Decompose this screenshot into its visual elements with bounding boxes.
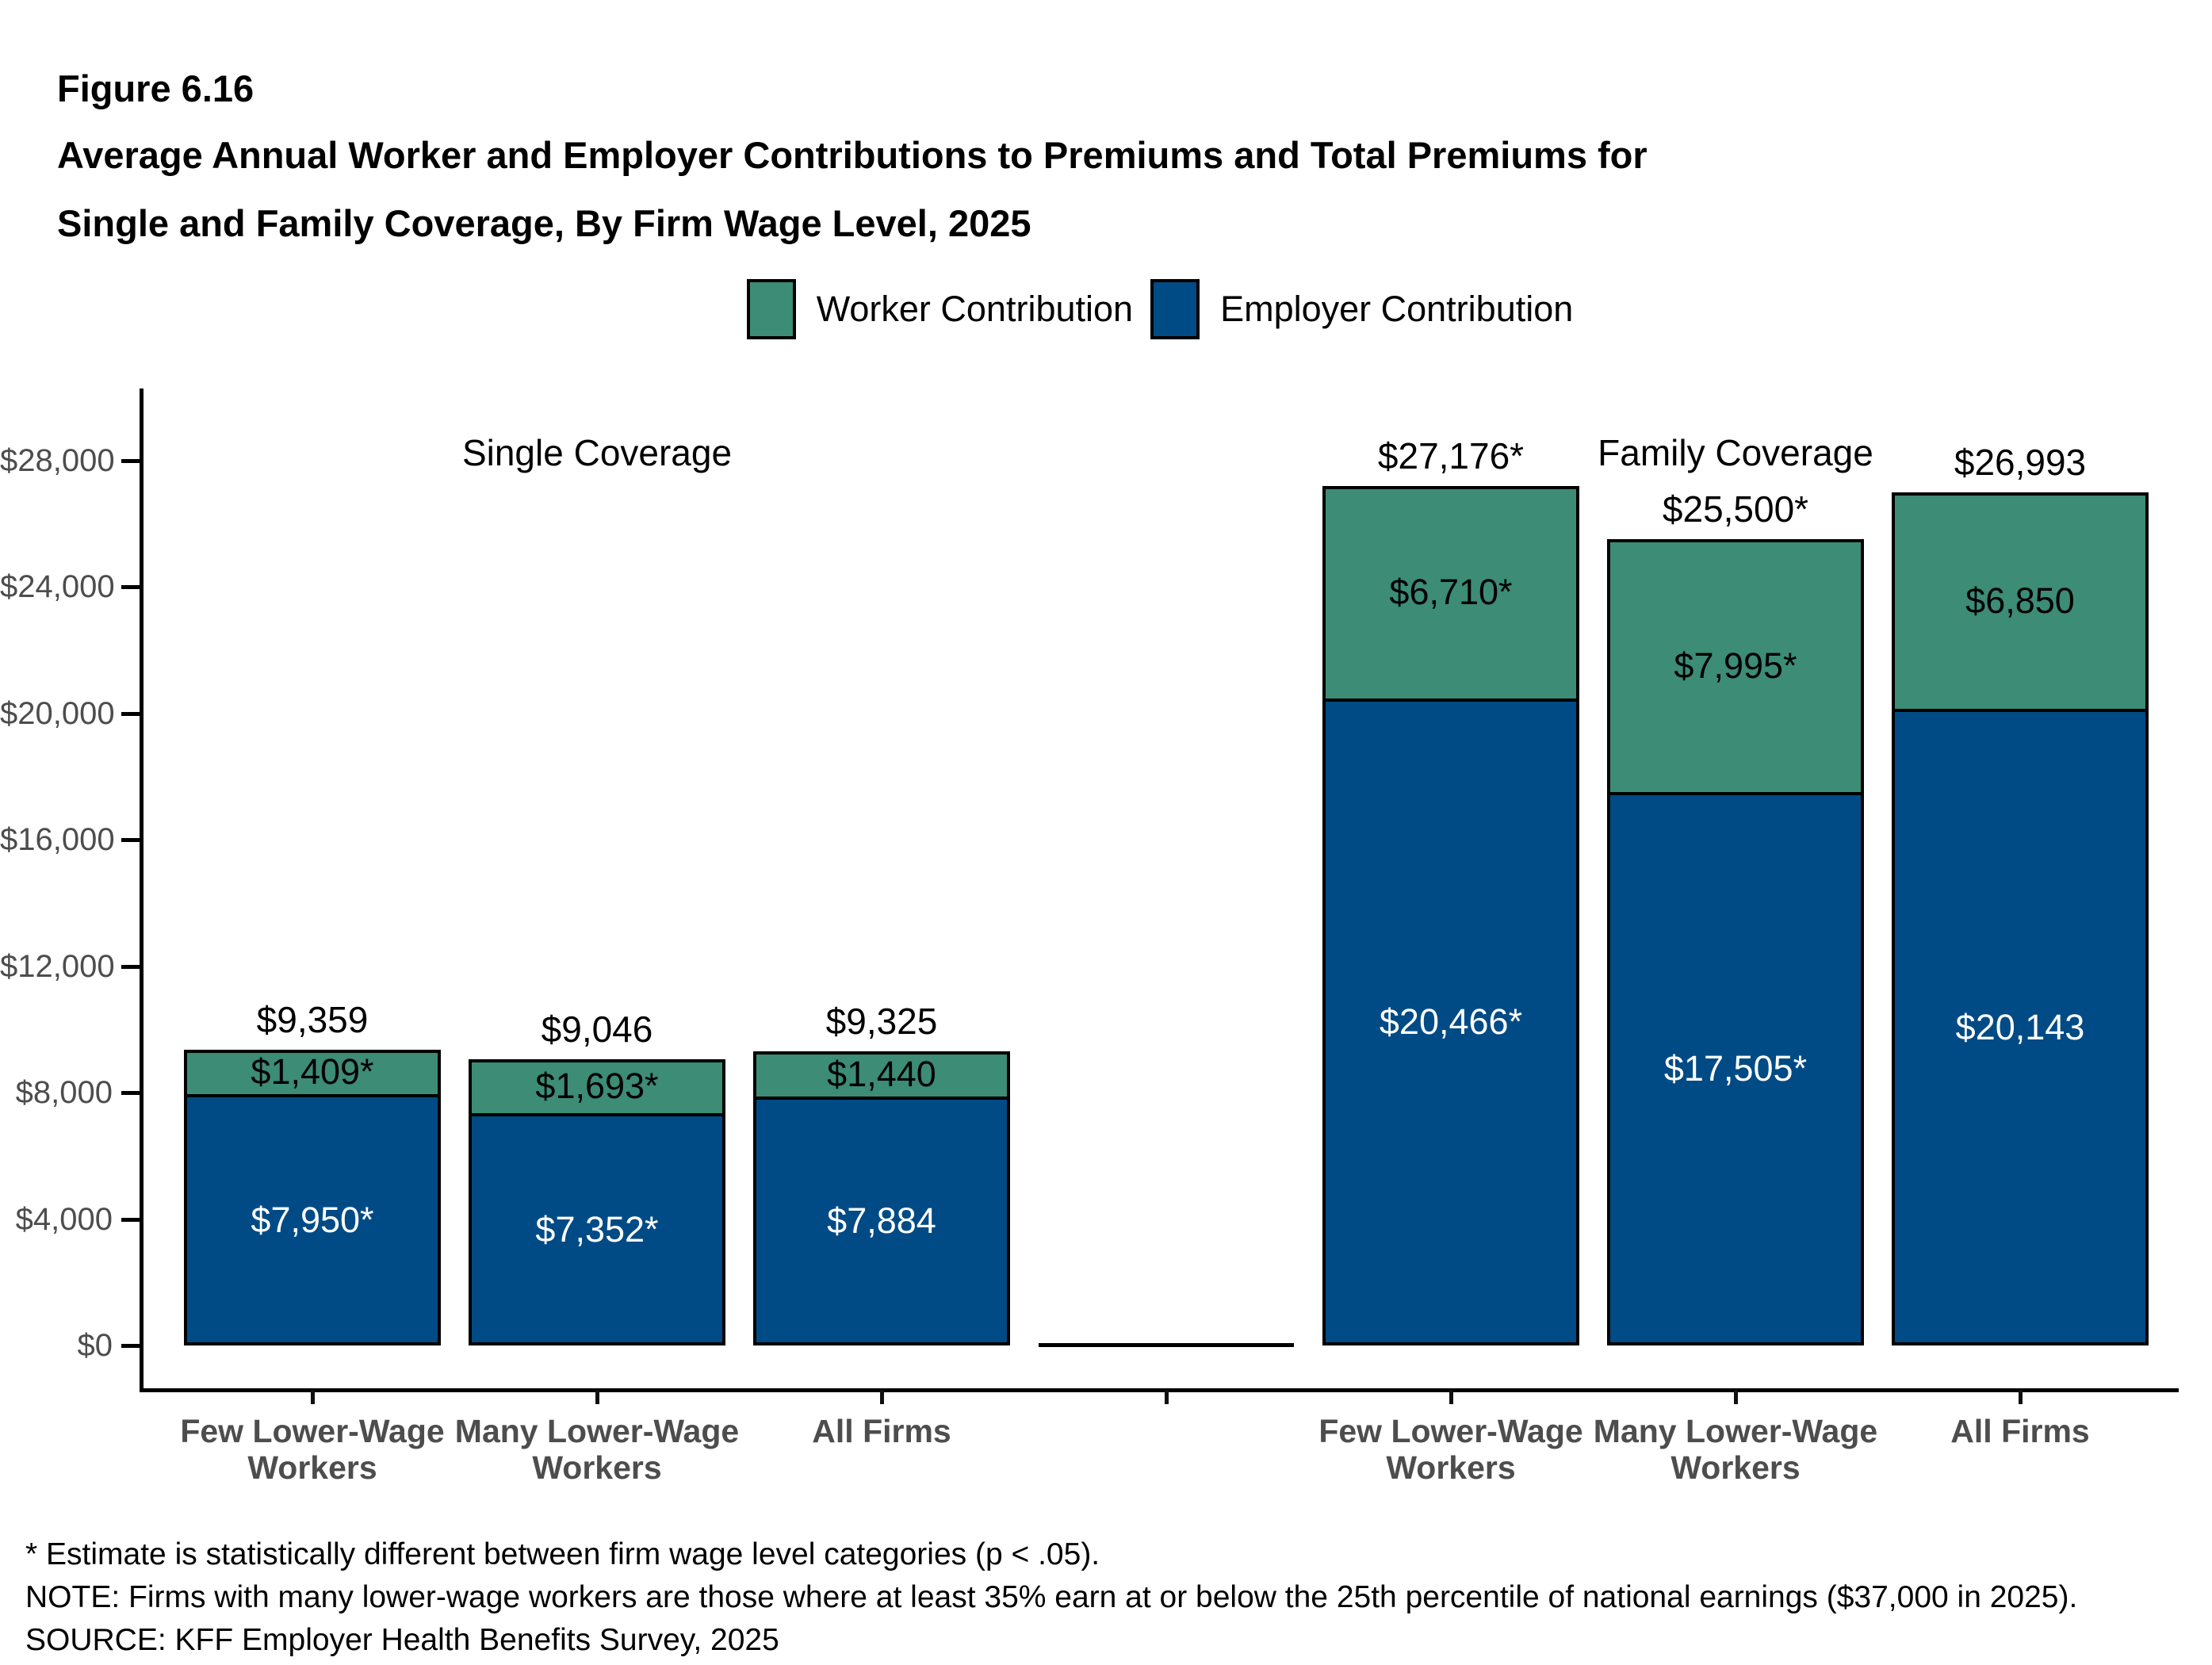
employer-contribution-swatch — [1150, 279, 1200, 339]
employer-value-label: $7,352* — [535, 1208, 659, 1250]
x-category-label-line: Few Lower-Wage — [180, 1413, 445, 1449]
x-category-label-line: Workers — [532, 1449, 662, 1486]
legend-item-worker: Worker Contribution — [746, 279, 1134, 339]
y-tick — [121, 838, 141, 842]
stacked-bar — [184, 1050, 441, 1345]
legend-label-worker: Worker Contribution — [816, 289, 1134, 329]
bar-total-label: $25,500* — [1662, 488, 1809, 530]
worker-value-label: $7,995* — [1674, 645, 1797, 686]
x-category-label: Many Lower-Wage Workers — [1594, 1413, 1877, 1486]
y-tick — [121, 1218, 141, 1222]
footnote-note: NOTE: Firms with many lower-wage workers… — [25, 1580, 2078, 1614]
x-category-label-line: Many Lower-Wage — [454, 1413, 740, 1449]
y-tick-label: $24,000 — [0, 569, 115, 604]
y-tick — [121, 712, 141, 716]
stacked-bar — [1322, 486, 1579, 1345]
worker-value-label: $1,693* — [535, 1066, 659, 1106]
worker-segment — [1326, 489, 1576, 702]
stacked-bar — [1607, 539, 1864, 1345]
chart-title-line-2: Single and Family Coverage, By Firm Wage… — [57, 202, 1031, 244]
x-category-label: Few Lower-Wage Workers — [180, 1413, 444, 1486]
footnote-asterisk: * Estimate is statistically different be… — [25, 1537, 1100, 1571]
x-tick — [880, 1390, 884, 1404]
employer-value-label: $20,143 — [1955, 1006, 2085, 1047]
x-category-label: All Firms — [812, 1413, 951, 1449]
x-tick — [1449, 1390, 1453, 1404]
y-tick — [121, 965, 141, 969]
x-category-label: Many Lower-Wage Workers — [455, 1413, 739, 1486]
y-tick — [121, 1344, 141, 1348]
footnote-source: SOURCE: KFF Employer Health Benefits Sur… — [25, 1623, 779, 1657]
worker-segment — [756, 1054, 1007, 1100]
employer-value-label: $17,505* — [1663, 1048, 1808, 1089]
x-tick — [2019, 1390, 2023, 1404]
worker-segment — [1895, 496, 2145, 712]
y-tick-label: $8,000 — [15, 1075, 113, 1110]
x-category-label: All Firms — [1950, 1413, 2089, 1449]
x-tick — [1734, 1390, 1738, 1404]
figure-number: Figure 6.16 — [57, 67, 254, 109]
x-category-label-line: All Firms — [812, 1413, 951, 1449]
bar-total-label: $27,176* — [1377, 435, 1525, 477]
legend-item-employer: Employer Contribution — [1150, 279, 1573, 339]
worker-segment — [1610, 542, 1861, 795]
bar-total-label: $26,993 — [1954, 442, 2087, 483]
y-tick-label: $4,000 — [15, 1202, 113, 1237]
worker-value-label: $6,710* — [1389, 572, 1513, 612]
group-title-single-coverage: Single Coverage — [461, 432, 733, 473]
y-tick-label: $20,000 — [0, 696, 115, 731]
worker-value-label: $1,409* — [251, 1051, 374, 1092]
stacked-bar — [1892, 492, 2149, 1345]
stacked-bar — [469, 1059, 725, 1345]
x-category-label-line: Workers — [1670, 1449, 1801, 1486]
y-tick — [121, 585, 141, 589]
x-category-label-line: Workers — [247, 1449, 377, 1486]
x-tick — [311, 1390, 315, 1404]
x-tick — [595, 1390, 599, 1404]
y-tick — [121, 459, 141, 463]
x-category-label-line: Workers — [1386, 1449, 1516, 1486]
bar-total-label: $9,046 — [541, 1009, 653, 1050]
y-tick-label: $16,000 — [0, 822, 115, 857]
chart-title-line-1: Average Annual Worker and Employer Contr… — [57, 134, 1648, 176]
worker-segment — [187, 1053, 438, 1097]
empty-category-baseline — [1039, 1343, 1294, 1347]
x-category-label: Few Lower-Wage Workers — [1318, 1413, 1582, 1486]
stacked-bar — [753, 1051, 1010, 1345]
legend: Worker Contribution Employer Contributio… — [141, 279, 2179, 339]
employer-value-label: $20,466* — [1379, 1001, 1523, 1042]
x-tick — [1165, 1390, 1169, 1404]
worker-contribution-swatch — [746, 279, 796, 339]
x-category-label-line: All Firms — [1950, 1413, 2090, 1449]
employer-value-label: $7,950* — [251, 1199, 374, 1240]
group-title-family-coverage: Family Coverage — [1598, 432, 1873, 473]
employer-value-label: $7,884 — [827, 1200, 936, 1241]
worker-value-label: $6,850 — [1965, 580, 2075, 621]
y-tick-label: $12,000 — [0, 949, 115, 984]
x-category-label-line: Few Lower-Wage — [1318, 1413, 1583, 1449]
worker-segment — [472, 1062, 722, 1116]
x-category-label-line: Many Lower-Wage — [1593, 1413, 1878, 1449]
y-tick-label: $0 — [77, 1328, 113, 1363]
y-tick-label: $28,000 — [0, 443, 115, 478]
bar-total-label: $9,359 — [256, 999, 369, 1040]
bar-total-label: $9,325 — [825, 1001, 938, 1042]
y-axis-line — [140, 388, 144, 1392]
y-tick — [121, 1091, 141, 1095]
x-axis-line — [140, 1388, 2179, 1392]
legend-label-employer: Employer Contribution — [1220, 289, 1574, 329]
worker-value-label: $1,440 — [827, 1053, 936, 1094]
